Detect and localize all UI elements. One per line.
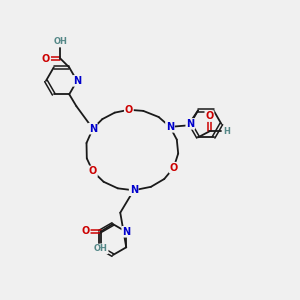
Text: N: N (122, 227, 130, 237)
Text: N: N (73, 76, 81, 86)
Text: N: N (130, 185, 138, 195)
Text: O: O (82, 226, 90, 236)
Text: O: O (169, 163, 178, 173)
Text: O: O (89, 167, 97, 176)
Text: O: O (125, 105, 133, 115)
Text: O: O (42, 53, 50, 64)
Text: OH: OH (94, 244, 108, 253)
Text: N: N (166, 122, 174, 132)
Text: N: N (89, 124, 97, 134)
Text: O: O (205, 111, 214, 121)
Text: OH: OH (53, 37, 67, 46)
Text: H: H (223, 127, 230, 136)
Text: N: N (186, 119, 194, 129)
